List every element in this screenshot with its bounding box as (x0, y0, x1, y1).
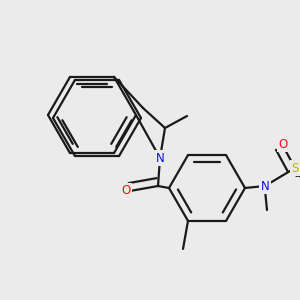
Text: S: S (291, 161, 299, 175)
Text: O: O (122, 184, 130, 197)
Text: O: O (278, 137, 288, 151)
Text: N: N (156, 152, 164, 164)
Text: N: N (261, 179, 269, 193)
